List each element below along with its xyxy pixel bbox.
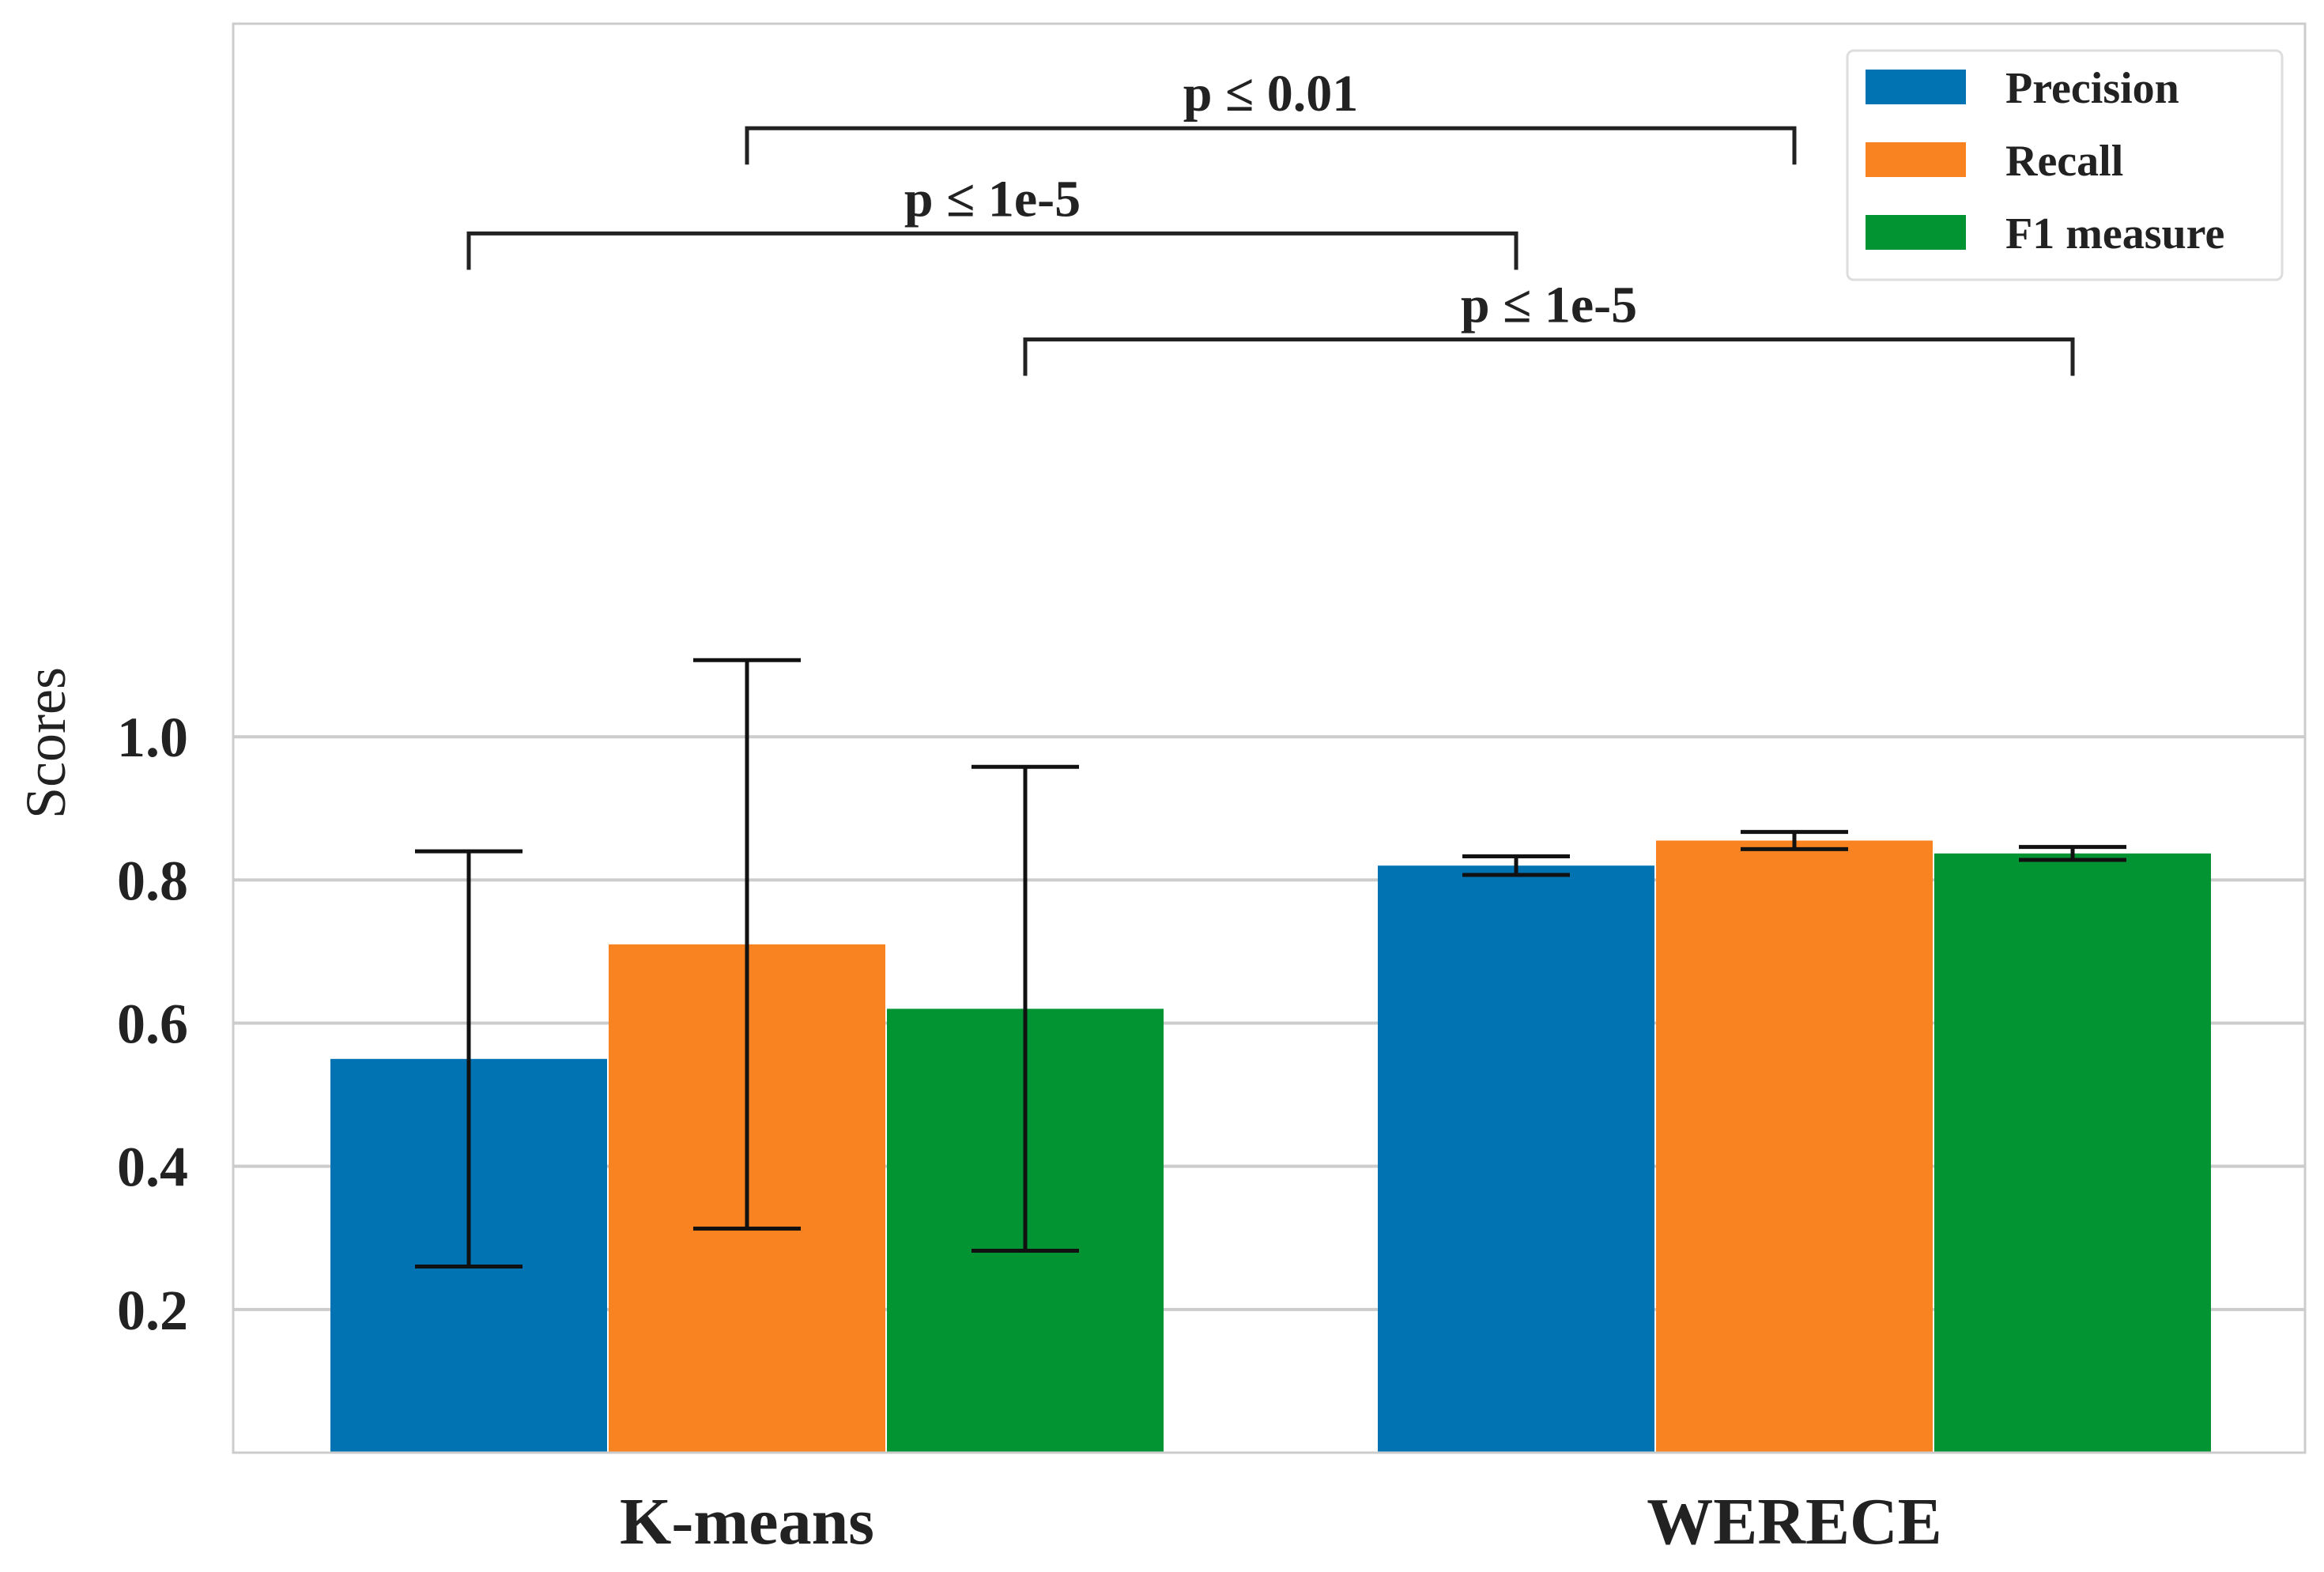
y-tick-labels: 0.2 0.4 0.6 0.8 1.0 bbox=[117, 706, 188, 1342]
legend-swatch bbox=[1866, 215, 1966, 250]
bracket-line bbox=[745, 126, 1797, 165]
legend-entry-precision: Precision bbox=[1866, 64, 2179, 113]
legend-entry-f1-measure: F1 measure bbox=[1866, 209, 2224, 258]
legend-entries: Precision Recall F1 measure bbox=[1866, 64, 2224, 258]
significance-label: p ≤ 0.01 bbox=[1183, 65, 1358, 123]
bracket-line bbox=[466, 231, 1519, 270]
error-bar-werece-recall bbox=[1741, 830, 1848, 851]
legend: Precision Recall F1 measure bbox=[1846, 49, 2284, 281]
x-tick-label-k-means: K-means bbox=[620, 1485, 874, 1559]
bar-werece-recall bbox=[1656, 840, 1933, 1453]
legend-swatch bbox=[1866, 70, 1966, 104]
significance-label: p ≤ 1e-5 bbox=[904, 170, 1081, 228]
error-bar-k-means-recall bbox=[693, 658, 801, 1231]
legend-label: Precision bbox=[2005, 64, 2179, 113]
significance-bracket-2: p ≤ 1e-5 bbox=[466, 170, 1519, 270]
error-bar-k-means-f1-measure bbox=[971, 764, 1079, 1253]
error-bar-werece-f1-measure bbox=[2019, 845, 2126, 862]
legend-label: Recall bbox=[2005, 137, 2123, 186]
legend-label: F1 measure bbox=[2005, 209, 2224, 258]
bar-werece-precision bbox=[1378, 865, 1654, 1453]
y-tick-label-0-6: 0.6 bbox=[117, 993, 188, 1056]
significance-bracket-3: p ≤ 1e-5 bbox=[1023, 276, 2075, 376]
significance-bracket-1: p ≤ 0.01 bbox=[745, 65, 1797, 165]
error-bar-werece-precision bbox=[1462, 854, 1570, 877]
error-bars bbox=[415, 658, 2126, 1269]
significance-annotations: p ≤ 0.01 p ≤ 1e-5 p ≤ 1e-5 bbox=[466, 65, 2075, 376]
plot-frame bbox=[232, 22, 2307, 1454]
bracket-line bbox=[1023, 337, 2075, 376]
y-tick-label-0-8: 0.8 bbox=[117, 849, 188, 912]
y-axis-label: Scores bbox=[14, 667, 77, 819]
y-tick-label-1-0: 1.0 bbox=[117, 706, 188, 769]
bar-werece-f1-measure bbox=[1934, 853, 2211, 1453]
significance-label: p ≤ 1e-5 bbox=[1461, 276, 1637, 334]
x-tick-label-werece: WERECE bbox=[1647, 1485, 1941, 1559]
error-bar-k-means-precision bbox=[415, 849, 523, 1269]
x-tick-labels: K-means WERECE bbox=[620, 1485, 1942, 1559]
legend-swatch bbox=[1866, 142, 1966, 177]
y-tick-label-0-4: 0.4 bbox=[117, 1136, 188, 1199]
y-tick-label-0-2: 0.2 bbox=[117, 1279, 188, 1342]
legend-entry-recall: Recall bbox=[1866, 137, 2123, 186]
bars bbox=[330, 840, 2211, 1453]
